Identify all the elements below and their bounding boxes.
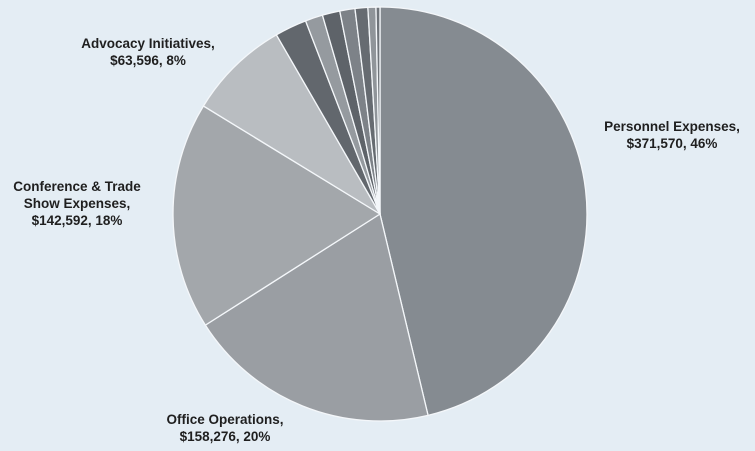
pie-slice-11 [375,6,381,215]
pie-slice-advocacy-initiatives [202,33,381,215]
data-label-personnel-expenses: Personnel Expenses, $371,570, 46% [604,119,740,151]
pie-slice-conference-trade-show-expenses [172,105,382,327]
pie-slice-personnel-expenses [379,6,588,417]
data-label-conference-trade-show: Conference & Trade Show Expenses, $142,5… [13,179,141,228]
pie-slice-office-operations [204,212,429,422]
data-label-office-operations: Office Operations, $158,276, 20% [166,412,284,444]
data-label-advocacy-initiatives: Advocacy Initiatives, $63,596, 8% [81,36,215,68]
